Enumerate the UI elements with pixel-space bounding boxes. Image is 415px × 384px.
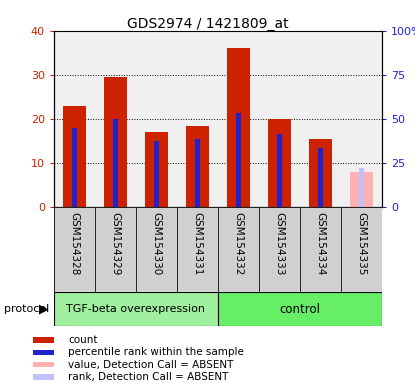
Text: value, Detection Call = ABSENT: value, Detection Call = ABSENT bbox=[68, 360, 233, 370]
Bar bbox=[350, 172, 373, 207]
Text: ▶: ▶ bbox=[39, 303, 48, 316]
Text: GSM154331: GSM154331 bbox=[193, 212, 203, 275]
Text: count: count bbox=[68, 335, 98, 345]
Bar bbox=[359, 169, 364, 207]
Bar bbox=[32, 362, 54, 367]
Bar bbox=[145, 132, 168, 207]
Bar bbox=[54, 207, 95, 292]
Text: GDS2974 / 1421809_at: GDS2974 / 1421809_at bbox=[127, 17, 288, 31]
Bar bbox=[195, 139, 200, 207]
Bar bbox=[95, 207, 136, 292]
Text: control: control bbox=[279, 303, 320, 316]
Bar bbox=[104, 77, 127, 207]
Bar bbox=[32, 349, 54, 355]
Text: TGF-beta overexpression: TGF-beta overexpression bbox=[66, 304, 205, 314]
Text: GSM154333: GSM154333 bbox=[274, 212, 284, 275]
Bar bbox=[259, 207, 300, 292]
Bar bbox=[277, 134, 282, 207]
Bar bbox=[318, 148, 323, 207]
Bar bbox=[54, 292, 218, 326]
Bar bbox=[177, 207, 218, 292]
Text: GSM154329: GSM154329 bbox=[110, 212, 120, 275]
Bar bbox=[154, 141, 159, 207]
Bar bbox=[218, 207, 259, 292]
Text: rank, Detection Call = ABSENT: rank, Detection Call = ABSENT bbox=[68, 372, 228, 382]
Text: GSM154335: GSM154335 bbox=[356, 212, 366, 275]
Bar bbox=[72, 128, 77, 207]
Bar bbox=[309, 139, 332, 207]
Text: percentile rank within the sample: percentile rank within the sample bbox=[68, 347, 244, 357]
Bar bbox=[63, 106, 86, 207]
Bar bbox=[227, 48, 250, 207]
Text: GSM154328: GSM154328 bbox=[69, 212, 79, 275]
Bar bbox=[268, 119, 290, 207]
Bar bbox=[218, 292, 382, 326]
Bar bbox=[32, 374, 54, 380]
Bar bbox=[300, 207, 341, 292]
Bar bbox=[341, 207, 382, 292]
Bar bbox=[136, 207, 177, 292]
Text: protocol: protocol bbox=[4, 304, 49, 314]
Bar bbox=[186, 126, 209, 207]
Bar bbox=[32, 337, 54, 343]
Bar bbox=[236, 113, 241, 207]
Bar bbox=[113, 119, 118, 207]
Text: GSM154334: GSM154334 bbox=[315, 212, 325, 275]
Text: GSM154332: GSM154332 bbox=[233, 212, 243, 275]
Text: GSM154330: GSM154330 bbox=[151, 212, 161, 275]
